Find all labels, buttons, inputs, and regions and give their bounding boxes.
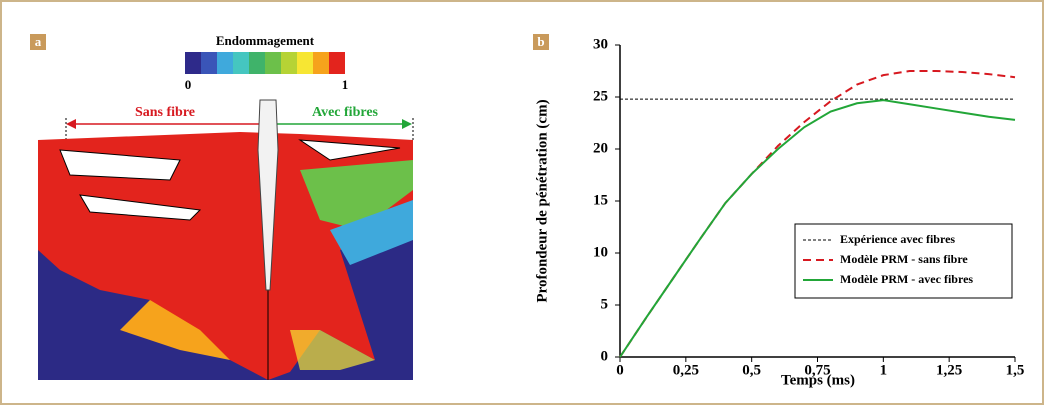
- y-tick-label: 10: [593, 244, 608, 260]
- left-label: Sans fibre: [135, 105, 195, 120]
- y-tick-label: 20: [593, 140, 608, 156]
- y-axis-label: Profondeur de pénétration (cm): [534, 99, 550, 302]
- x-tick-label: 0: [616, 362, 624, 378]
- panel-label: a: [35, 34, 42, 49]
- colorbar-title: Endommagement: [216, 33, 315, 48]
- y-tick-label: 25: [593, 88, 608, 104]
- x-tick-label: 1,25: [936, 362, 962, 378]
- legend-label: Modèle PRM - avec fibres: [840, 272, 973, 286]
- panel-label: b: [537, 34, 544, 49]
- colorbar: [185, 52, 345, 74]
- x-tick-label: 1: [880, 362, 888, 378]
- y-tick-label: 0: [601, 348, 609, 364]
- x-tick-label: 1,5: [1006, 362, 1025, 378]
- x-tick-label: 0,25: [673, 362, 699, 378]
- figure: a Endommagement 0 1 Sans fibre Avec fibr…: [0, 0, 1044, 405]
- right-label: Avec fibres: [312, 105, 379, 120]
- legend-label: Expérience avec fibres: [840, 232, 955, 246]
- x-tick-label: 0,5: [742, 362, 761, 378]
- colorbar-max: 1: [342, 77, 349, 92]
- simulation-image: [38, 100, 413, 380]
- y-tick-label: 30: [593, 36, 608, 52]
- y-tick-label: 15: [593, 192, 608, 208]
- legend-label: Modèle PRM - sans fibre: [840, 252, 968, 266]
- y-tick-label: 5: [601, 296, 609, 312]
- colorbar-min: 0: [185, 77, 192, 92]
- x-tick-label: 0,75: [804, 362, 830, 378]
